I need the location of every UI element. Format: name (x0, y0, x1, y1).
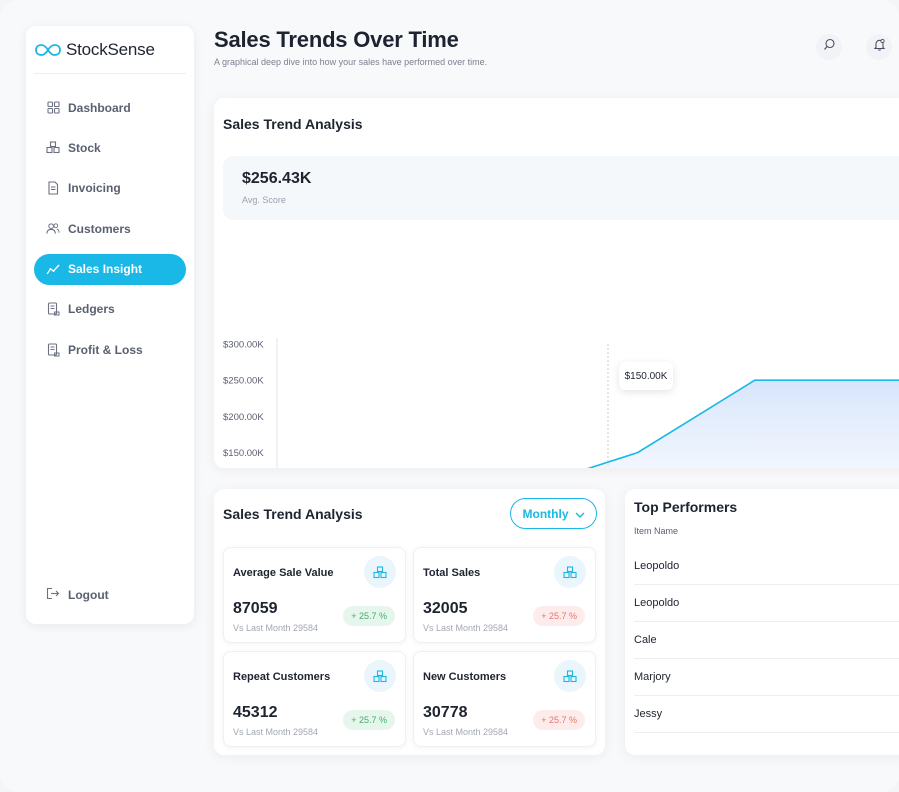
period-dropdown-label: Monthly (522, 506, 569, 521)
users-icon (46, 222, 60, 236)
y-tick-label: $150.00K (223, 448, 264, 459)
page-subtitle: A graphical deep dive into how your sale… (214, 57, 488, 67)
y-tick-label: $200.00K (223, 412, 264, 423)
stat-comparison: Vs Last Month 29584 (423, 727, 509, 737)
stat-card-average-sale-value: Average Sale Value 87059 Vs Last Month 2… (223, 547, 406, 643)
avg-score-box: $256.43K Avg. Score (223, 156, 899, 220)
boxes-icon (364, 556, 396, 588)
brand[interactable]: StockSense (35, 36, 155, 64)
search-button[interactable] (816, 34, 842, 60)
stat-value: 32005 (423, 600, 468, 617)
infinity-logo-icon (35, 43, 61, 57)
ledger-icon (46, 343, 60, 357)
stat-change-badge: + 25.7 % (343, 710, 395, 730)
list-item[interactable]: Cale (634, 622, 899, 659)
period-dropdown[interactable]: Monthly (510, 498, 597, 529)
list-item[interactable]: Leopoldo (634, 548, 899, 585)
stat-title: Average Sale Value (233, 567, 334, 579)
avg-score-value: $256.43K (242, 170, 312, 187)
stat-title: Total Sales (423, 567, 481, 579)
sidebar-item-label: Sales Insight (68, 262, 143, 277)
stat-value: 45312 (233, 704, 278, 721)
item-name: Leopoldo (634, 597, 680, 609)
sidebar-item-label: Stock (68, 140, 101, 155)
top-performers-card: Top Performers Item Name Leopoldo Leopol… (625, 489, 899, 755)
y-tick-label: $250.00K (223, 376, 264, 387)
ledger-icon (46, 302, 60, 316)
item-name: Leopoldo (634, 560, 680, 572)
grid-icon (46, 101, 60, 115)
column-header-item-name: Item Name (634, 526, 679, 536)
sales-analysis-card: Sales Trend Analysis Monthly Average Sal… (214, 489, 605, 755)
stat-title: Repeat Customers (233, 671, 331, 683)
logout-label: Logout (68, 587, 109, 602)
stat-value: 30778 (423, 704, 468, 721)
sidebar-item-label: Ledgers (68, 302, 115, 317)
y-tick-label: $300.00K (223, 340, 264, 351)
stat-change-badge: + 25.7 % (533, 710, 585, 730)
chart-tooltip: $150.00K (619, 362, 673, 390)
stat-card-new-customers: New Customers 30778 Vs Last Month 29584 … (413, 651, 596, 747)
stat-change-badge: + 25.7 % (533, 606, 585, 626)
stat-comparison: Vs Last Month 29584 (423, 623, 509, 633)
sidebar-item-label: Invoicing (68, 181, 121, 196)
sidebar-item-label: Dashboard (68, 100, 131, 115)
sidebar-item-label: Customers (68, 221, 131, 236)
chart-card-title: Sales Trend Analysis (223, 116, 363, 132)
sidebar-item-invoicing[interactable]: Invoicing (34, 173, 186, 204)
brand-name: StockSense (66, 40, 155, 59)
avg-score-label: Avg. Score (242, 195, 286, 205)
stat-card-total-sales: Total Sales 32005 Vs Last Month 29584 + … (413, 547, 596, 643)
logout-icon (46, 587, 60, 603)
sidebar-nav: Dashboard Stock Invoicing Customers Sale… (34, 92, 186, 375)
boxes-icon (46, 141, 60, 155)
sidebar-item-ledgers[interactable]: Ledgers (34, 294, 186, 325)
area-fill (589, 380, 899, 468)
list-item[interactable]: Jessy (634, 696, 899, 733)
stat-change-badge: + 25.7 % (343, 606, 395, 626)
sales-trend-chart[interactable]: $300.00K$250.00K$200.00K$150.00K$100.00K… (214, 228, 899, 468)
list-item[interactable]: Leopoldo (634, 585, 899, 622)
sales-analysis-title: Sales Trend Analysis (223, 506, 363, 522)
series-line (587, 379, 899, 468)
page-title: Sales Trends Over Time (214, 27, 459, 52)
sidebar: StockSense Dashboard Stock Invoicing Cus… (26, 26, 194, 624)
notifications-button[interactable] (866, 34, 892, 60)
bell-icon (873, 38, 886, 56)
stat-title: New Customers (423, 671, 507, 683)
sidebar-item-dashboard[interactable]: Dashboard (34, 92, 186, 123)
boxes-icon (554, 556, 586, 588)
top-performers-title: Top Performers (634, 499, 738, 515)
stat-comparison: Vs Last Month 29584 (233, 623, 319, 633)
search-icon (823, 38, 836, 56)
divider (34, 73, 186, 74)
document-icon (46, 181, 60, 195)
sales-trend-chart-card: Sales Trend Analysis $256.43K Avg. Score… (214, 98, 899, 468)
sidebar-item-sales-insight[interactable]: Sales Insight (34, 253, 186, 285)
sidebar-item-label: Profit & Loss (68, 342, 143, 357)
list-item[interactable]: Marjory (634, 659, 899, 696)
sidebar-item-profit-loss[interactable]: Profit & Loss (34, 334, 186, 365)
sidebar-item-customers[interactable]: Customers (34, 213, 186, 244)
boxes-icon (364, 660, 396, 692)
stat-comparison: Vs Last Month 29584 (233, 727, 319, 737)
stat-card-repeat-customers: Repeat Customers 45312 Vs Last Month 295… (223, 651, 406, 747)
trend-icon (46, 262, 60, 276)
item-name: Jessy (634, 708, 663, 720)
stat-value: 87059 (233, 600, 278, 617)
item-name: Cale (634, 634, 657, 646)
sidebar-item-stock[interactable]: Stock (34, 132, 186, 163)
boxes-icon (554, 660, 586, 692)
logout-button[interactable]: Logout (34, 579, 186, 610)
item-name: Marjory (634, 671, 671, 683)
chevron-down-icon (575, 507, 585, 521)
